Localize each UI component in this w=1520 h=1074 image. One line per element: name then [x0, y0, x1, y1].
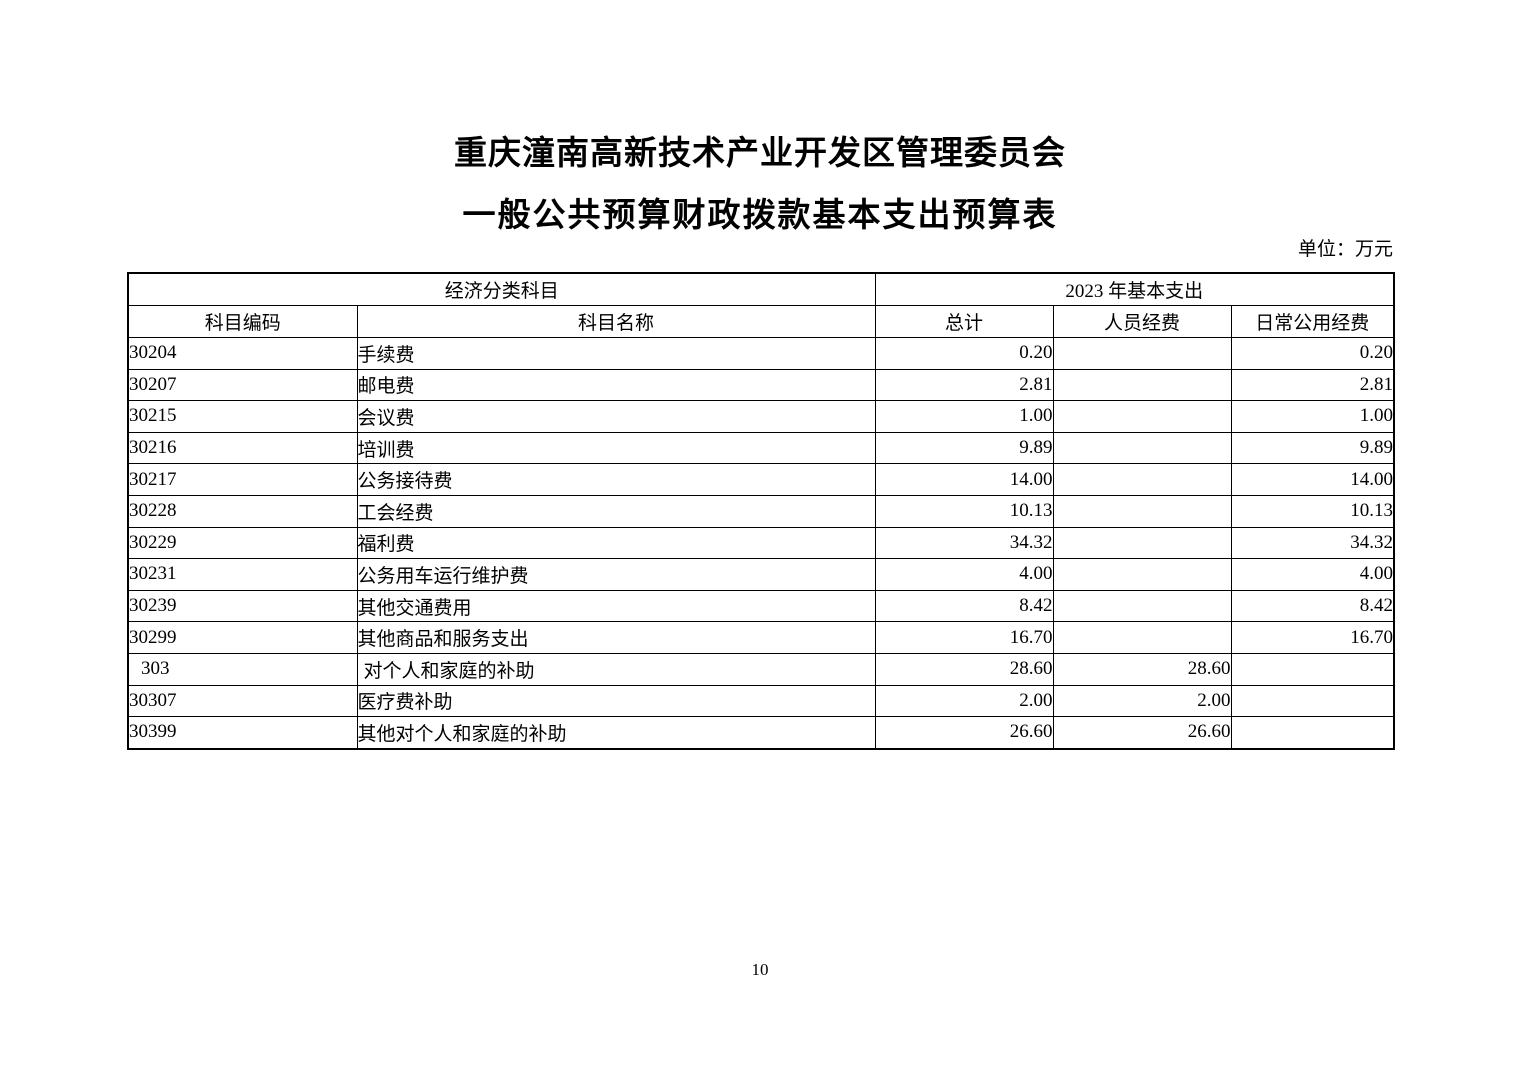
subject-code: 30207	[127, 368, 358, 402]
total-value: 2.81	[874, 368, 1054, 402]
column-header-total: 总计	[874, 305, 1054, 338]
daily-value	[1230, 684, 1395, 718]
personnel-value	[1052, 431, 1232, 465]
subject-name: 工会经费	[356, 494, 876, 528]
personnel-value	[1052, 337, 1232, 370]
daily-value	[1230, 652, 1395, 686]
subject-name: 其他对个人和家庭的补助	[356, 716, 876, 750]
daily-value: 4.00	[1230, 558, 1395, 591]
table-row: 30231 公务用车运行维护费 4.00 4.00	[127, 558, 1395, 591]
table-row: 303 对个人和家庭的补助 28.60 28.60	[127, 652, 1395, 686]
total-value: 4.00	[874, 558, 1054, 591]
total-value: 8.42	[874, 589, 1054, 623]
table-row: 30215 会议费 1.00 1.00	[127, 400, 1395, 433]
personnel-value	[1052, 368, 1232, 402]
column-header-subject-name: 科目名称	[356, 305, 876, 338]
column-header-personnel-expense: 人员经费	[1052, 305, 1232, 338]
total-value: 16.70	[874, 621, 1054, 654]
unit-note: 单位：万元	[1297, 239, 1393, 260]
personnel-value: 26.60	[1052, 716, 1232, 750]
subject-name: 培训费	[356, 431, 876, 465]
total-value: 0.20	[874, 337, 1054, 370]
total-value: 28.60	[874, 652, 1054, 686]
budget-table: 经济分类科目 2023 年基本支出 科目编码 科目名称 总计 人员经费 日常公用…	[127, 272, 1396, 750]
table-row: 30207 邮电费 2.81 2.81	[127, 368, 1395, 402]
header-economic-classification: 经济分类科目	[127, 272, 876, 306]
personnel-value	[1052, 400, 1232, 433]
table-header-group-row: 经济分类科目 2023 年基本支出	[127, 272, 1395, 306]
subject-name: 福利费	[356, 526, 876, 560]
table-row: 30307 医疗费补助 2.00 2.00	[127, 684, 1395, 718]
total-value: 14.00	[874, 463, 1054, 496]
daily-value	[1230, 716, 1395, 750]
table-row: 30217 公务接待费 14.00 14.00	[127, 463, 1395, 496]
subject-name: 医疗费补助	[356, 684, 876, 718]
daily-value: 10.13	[1230, 494, 1395, 528]
subject-name: 其他商品和服务支出	[356, 621, 876, 654]
total-value: 1.00	[874, 400, 1054, 433]
table-header-columns-row: 科目编码 科目名称 总计 人员经费 日常公用经费	[127, 305, 1395, 338]
table-row: 30216 培训费 9.89 9.89	[127, 431, 1395, 465]
subject-code: 30239	[127, 589, 358, 623]
daily-value: 14.00	[1230, 463, 1395, 496]
personnel-value	[1052, 558, 1232, 591]
total-value: 26.60	[874, 716, 1054, 750]
subject-code: 30215	[127, 400, 358, 433]
daily-value: 9.89	[1230, 431, 1395, 465]
page-number: 10	[751, 960, 769, 979]
table-row: 30239 其他交通费用 8.42 8.42	[127, 589, 1395, 623]
subject-code: 30231	[127, 558, 358, 591]
daily-value: 0.20	[1230, 337, 1395, 370]
personnel-value	[1052, 463, 1232, 496]
personnel-value	[1052, 526, 1232, 560]
total-value: 34.32	[874, 526, 1054, 560]
table-row: 30228 工会经费 10.13 10.13	[127, 494, 1395, 528]
total-value: 2.00	[874, 684, 1054, 718]
subject-name: 其他交通费用	[356, 589, 876, 623]
document-title-organization: 重庆潼南高新技术产业开发区管理委员会	[454, 133, 1066, 172]
subject-name: 对个人和家庭的补助	[356, 652, 876, 686]
subject-code: 30204	[127, 337, 358, 370]
subject-code: 303	[127, 652, 358, 686]
subject-code: 30228	[127, 494, 358, 528]
personnel-value	[1052, 589, 1232, 623]
personnel-value: 2.00	[1052, 684, 1232, 718]
daily-value: 16.70	[1230, 621, 1395, 654]
column-header-daily-public-expense: 日常公用经费	[1230, 305, 1395, 338]
daily-value: 8.42	[1230, 589, 1395, 623]
subject-code: 30399	[127, 716, 358, 750]
total-value: 9.89	[874, 431, 1054, 465]
subject-code: 30217	[127, 463, 358, 496]
subject-name: 邮电费	[356, 368, 876, 402]
table-row: 30204 手续费 0.20 0.20	[127, 337, 1395, 370]
table-row: 30229 福利费 34.32 34.32	[127, 526, 1395, 560]
personnel-value: 28.60	[1052, 652, 1232, 686]
table-row: 30399 其他对个人和家庭的补助 26.60 26.60	[127, 716, 1395, 750]
total-value: 10.13	[874, 494, 1054, 528]
subject-code: 30299	[127, 621, 358, 654]
subject-code: 30307	[127, 684, 358, 718]
daily-value: 34.32	[1230, 526, 1395, 560]
subject-code: 30229	[127, 526, 358, 560]
subject-name: 公务接待费	[356, 463, 876, 496]
table-row: 30299 其他商品和服务支出 16.70 16.70	[127, 621, 1395, 654]
subject-name: 手续费	[356, 337, 876, 370]
daily-value: 2.81	[1230, 368, 1395, 402]
subject-name: 会议费	[356, 400, 876, 433]
column-header-subject-code: 科目编码	[127, 305, 358, 338]
document-title-table-name: 一般公共预算财政拨款基本支出预算表	[462, 195, 1058, 234]
header-2023-basic-expenditure: 2023 年基本支出	[874, 272, 1395, 306]
personnel-value	[1052, 621, 1232, 654]
daily-value: 1.00	[1230, 400, 1395, 433]
subject-name: 公务用车运行维护费	[356, 558, 876, 591]
subject-code: 30216	[127, 431, 358, 465]
personnel-value	[1052, 494, 1232, 528]
